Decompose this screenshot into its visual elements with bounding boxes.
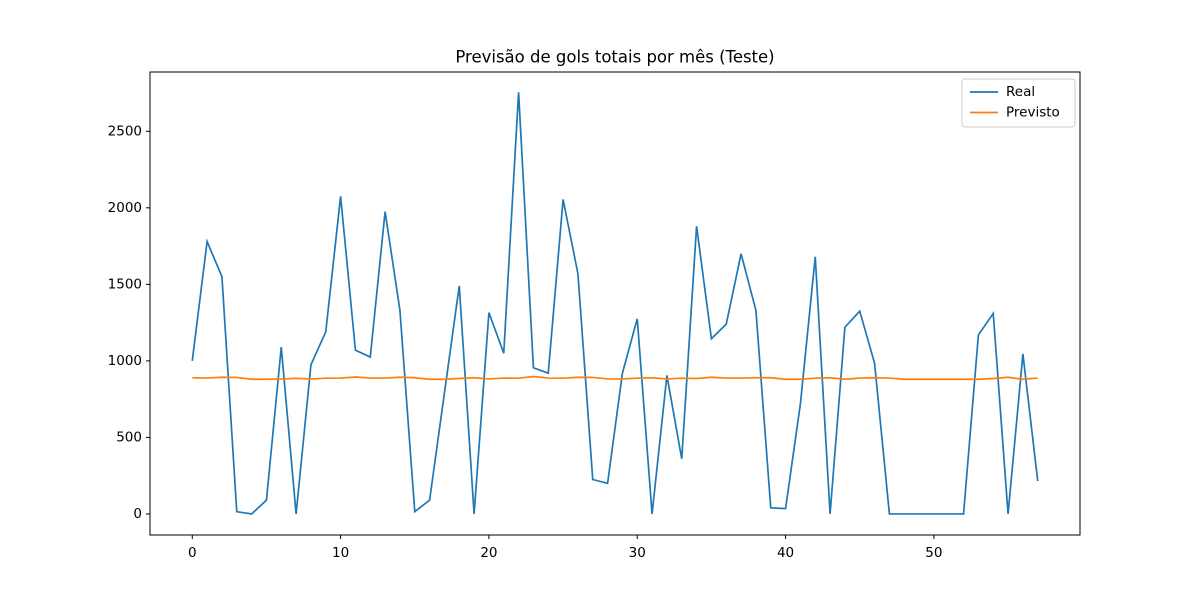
legend-label: Real	[1006, 84, 1035, 100]
x-tick-label: 30	[629, 545, 646, 561]
x-tick-label: 40	[777, 545, 794, 561]
x-tick-label: 20	[480, 545, 497, 561]
y-tick-label: 2000	[108, 200, 142, 216]
y-tick-label: 1500	[108, 276, 142, 292]
y-tick-label: 500	[116, 429, 142, 445]
y-tick-label: 0	[133, 506, 142, 522]
chart-title: Previsão de gols totais por mês (Teste)	[455, 48, 774, 67]
y-tick-label: 2500	[108, 123, 142, 139]
line-series	[191, 92, 1039, 515]
legend-box	[961, 78, 1076, 128]
line-series	[192, 375, 1038, 381]
x-tick-label: 10	[332, 545, 349, 561]
x-tick-label: 50	[925, 545, 942, 561]
plot-frame	[149, 71, 1081, 536]
y-tick-label: 1000	[108, 353, 142, 369]
x-tick-label: 0	[188, 545, 197, 561]
legend-label: Previsto	[1006, 105, 1060, 121]
